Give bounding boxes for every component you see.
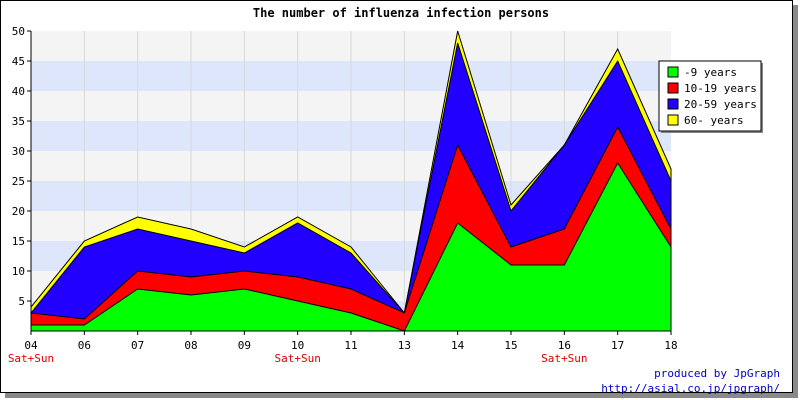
legend-label: 60- years	[684, 114, 744, 127]
legend: -9 years 10-19 years 20-59 years 60- years	[658, 60, 763, 133]
legend-swatch	[667, 98, 679, 110]
legend-label: -9 years	[684, 66, 737, 79]
y-tick-label: 40	[12, 85, 25, 98]
x-tick-label: 06	[78, 339, 91, 352]
x-tick-label: 14	[451, 339, 465, 352]
y-tick-label: 20	[12, 205, 25, 218]
y-tick-label: 15	[12, 235, 25, 248]
x-tick-label: 16	[558, 339, 571, 352]
x-tick-label: 08	[184, 339, 197, 352]
x-tick-label: 11	[344, 339, 357, 352]
y-tick-label: 10	[12, 265, 25, 278]
legend-swatch	[667, 66, 679, 78]
y-tick-label: 35	[12, 115, 25, 128]
x-tick-label: 04	[24, 339, 38, 352]
credit-line-2: http://asial.co.jp/jpgraph/	[601, 382, 780, 395]
area-series-0	[30, 162, 672, 332]
legend-label: 20-59 years	[684, 98, 757, 111]
legend-swatch	[667, 82, 679, 94]
chart-title: The number of influenza infection person…	[253, 6, 549, 20]
y-tick-label: 50	[12, 25, 25, 38]
y-tick-label: 30	[12, 145, 25, 158]
x-tick-label: 07	[131, 339, 144, 352]
y-tick-label: 25	[12, 175, 25, 188]
credit: produced by JpGraph http://asial.co.jp/j…	[601, 366, 780, 396]
y-tick-label: 45	[12, 55, 25, 68]
legend-swatch	[667, 114, 679, 126]
weekend-label: Sat+Sun	[274, 352, 320, 365]
x-tick-label: 13	[398, 339, 411, 352]
legend-label: 10-19 years	[684, 82, 757, 95]
x-tick-label: 18	[664, 339, 677, 352]
weekend-label: Sat+Sun	[8, 352, 54, 365]
weekend-label: Sat+Sun	[541, 352, 587, 365]
x-tick-label: 09	[238, 339, 251, 352]
x-tick-label: 15	[504, 339, 517, 352]
credit-line-1: produced by JpGraph	[654, 367, 780, 380]
x-tick-label: 17	[611, 339, 624, 352]
x-tick-label: 10	[291, 339, 304, 352]
y-tick-label: 5	[18, 295, 25, 308]
